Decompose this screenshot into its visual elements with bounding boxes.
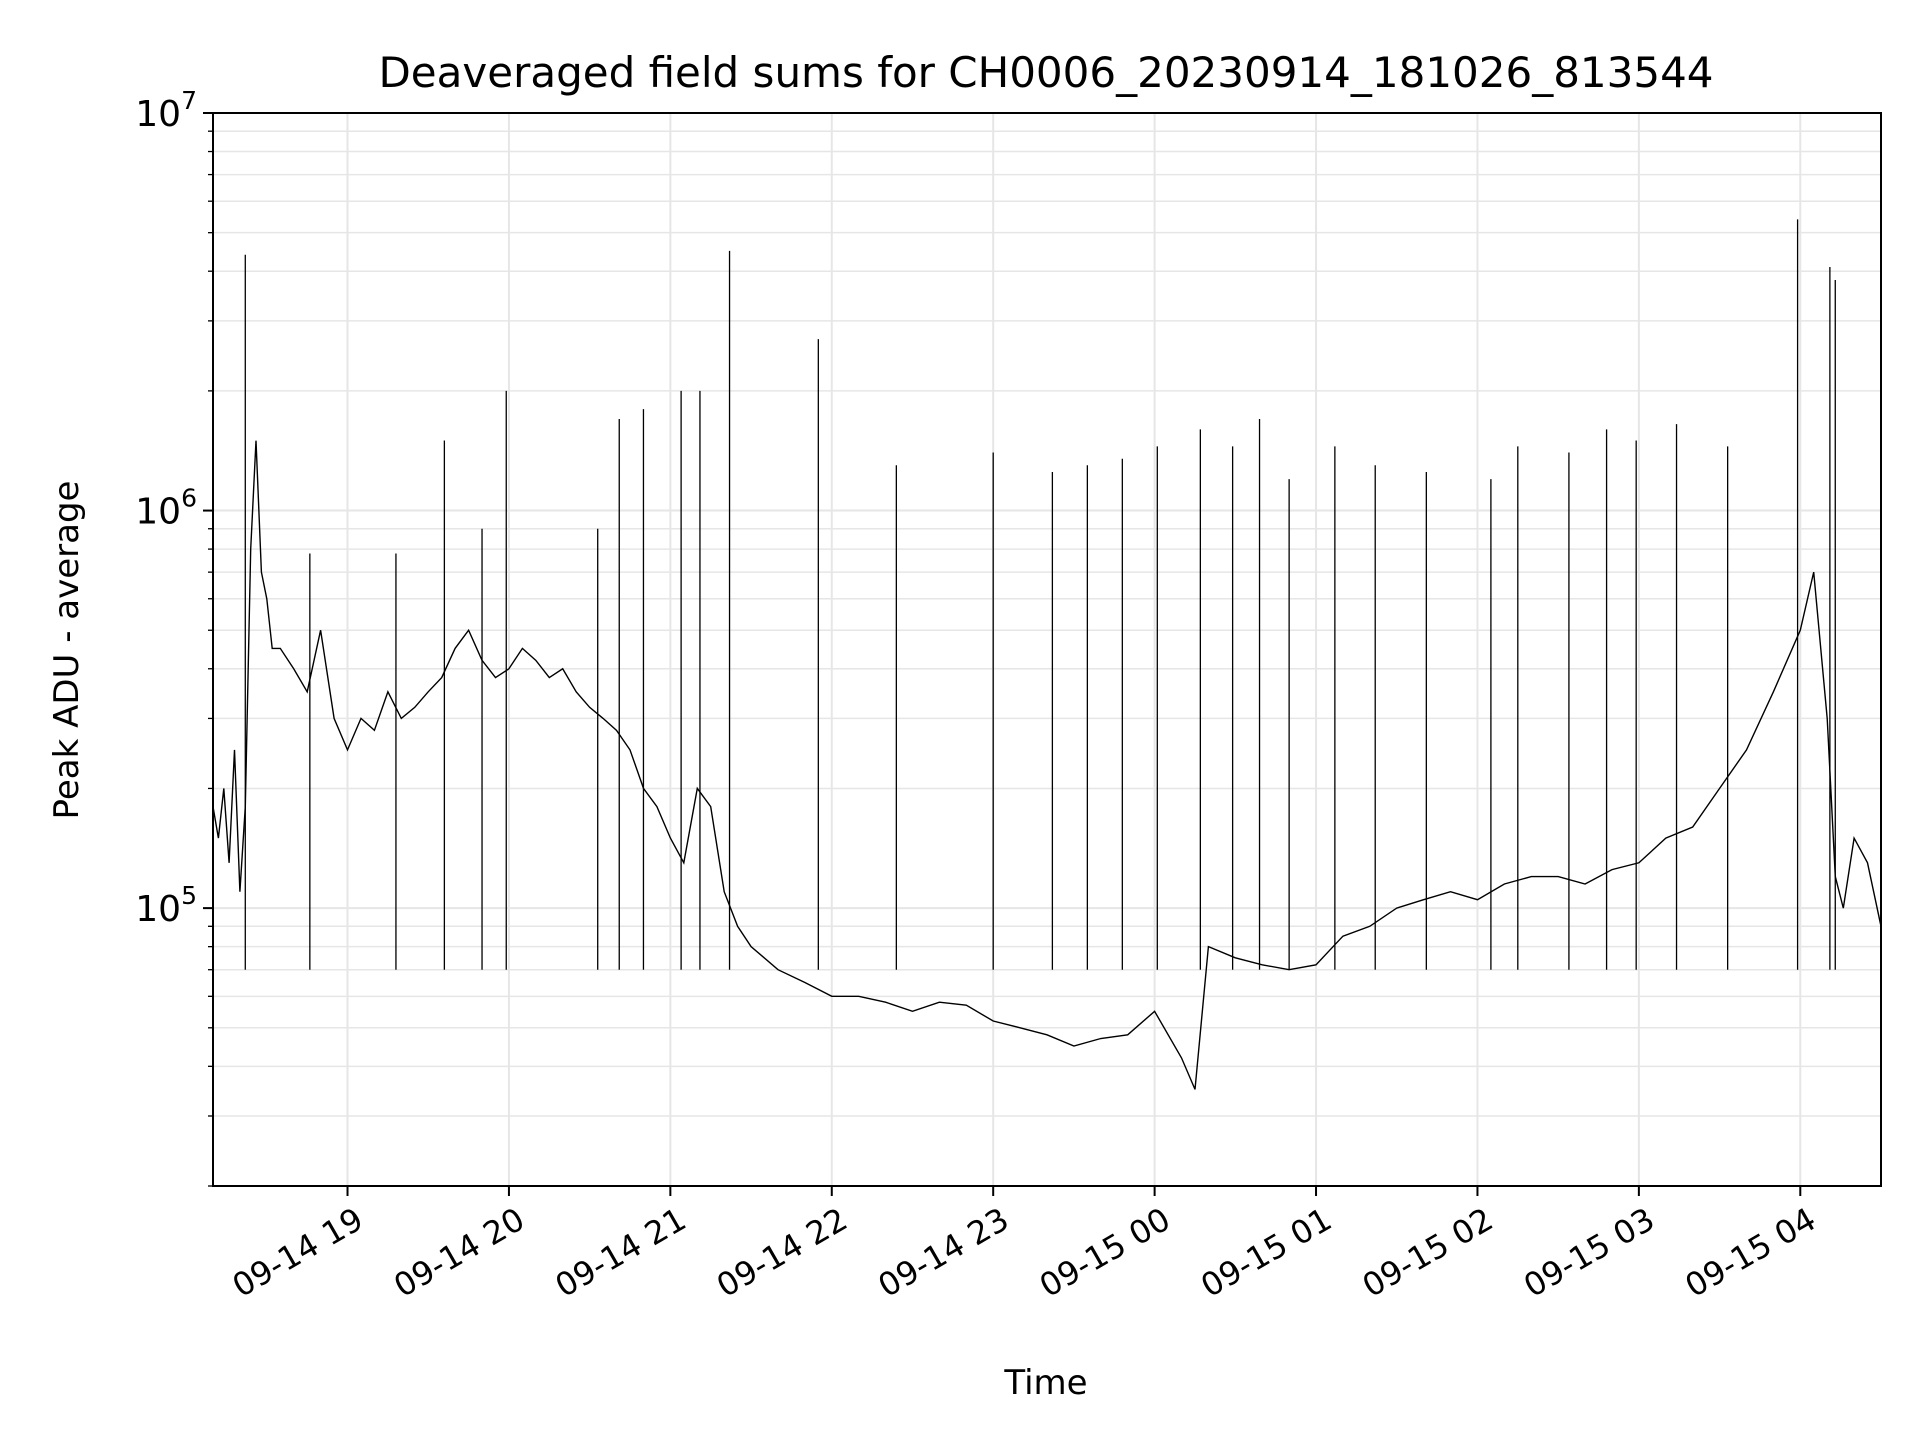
- chart-title: Deaveraged field sums for CH0006_2023091…: [378, 48, 1713, 97]
- y-axis-label: Peak ADU - average: [47, 481, 87, 820]
- series-layer: [213, 219, 1881, 1090]
- y-tick-label: 107: [135, 86, 197, 135]
- plot-frame: [212, 112, 1882, 1187]
- x-axis-label: Time: [1003, 1363, 1087, 1403]
- y-tick-label: 105: [135, 881, 197, 930]
- series-line: [213, 440, 1881, 1090]
- grid-lines: [213, 112, 1881, 1187]
- y-tick-label: 106: [135, 484, 197, 533]
- y-axis-ticks: 105 106 107: [135, 86, 213, 1187]
